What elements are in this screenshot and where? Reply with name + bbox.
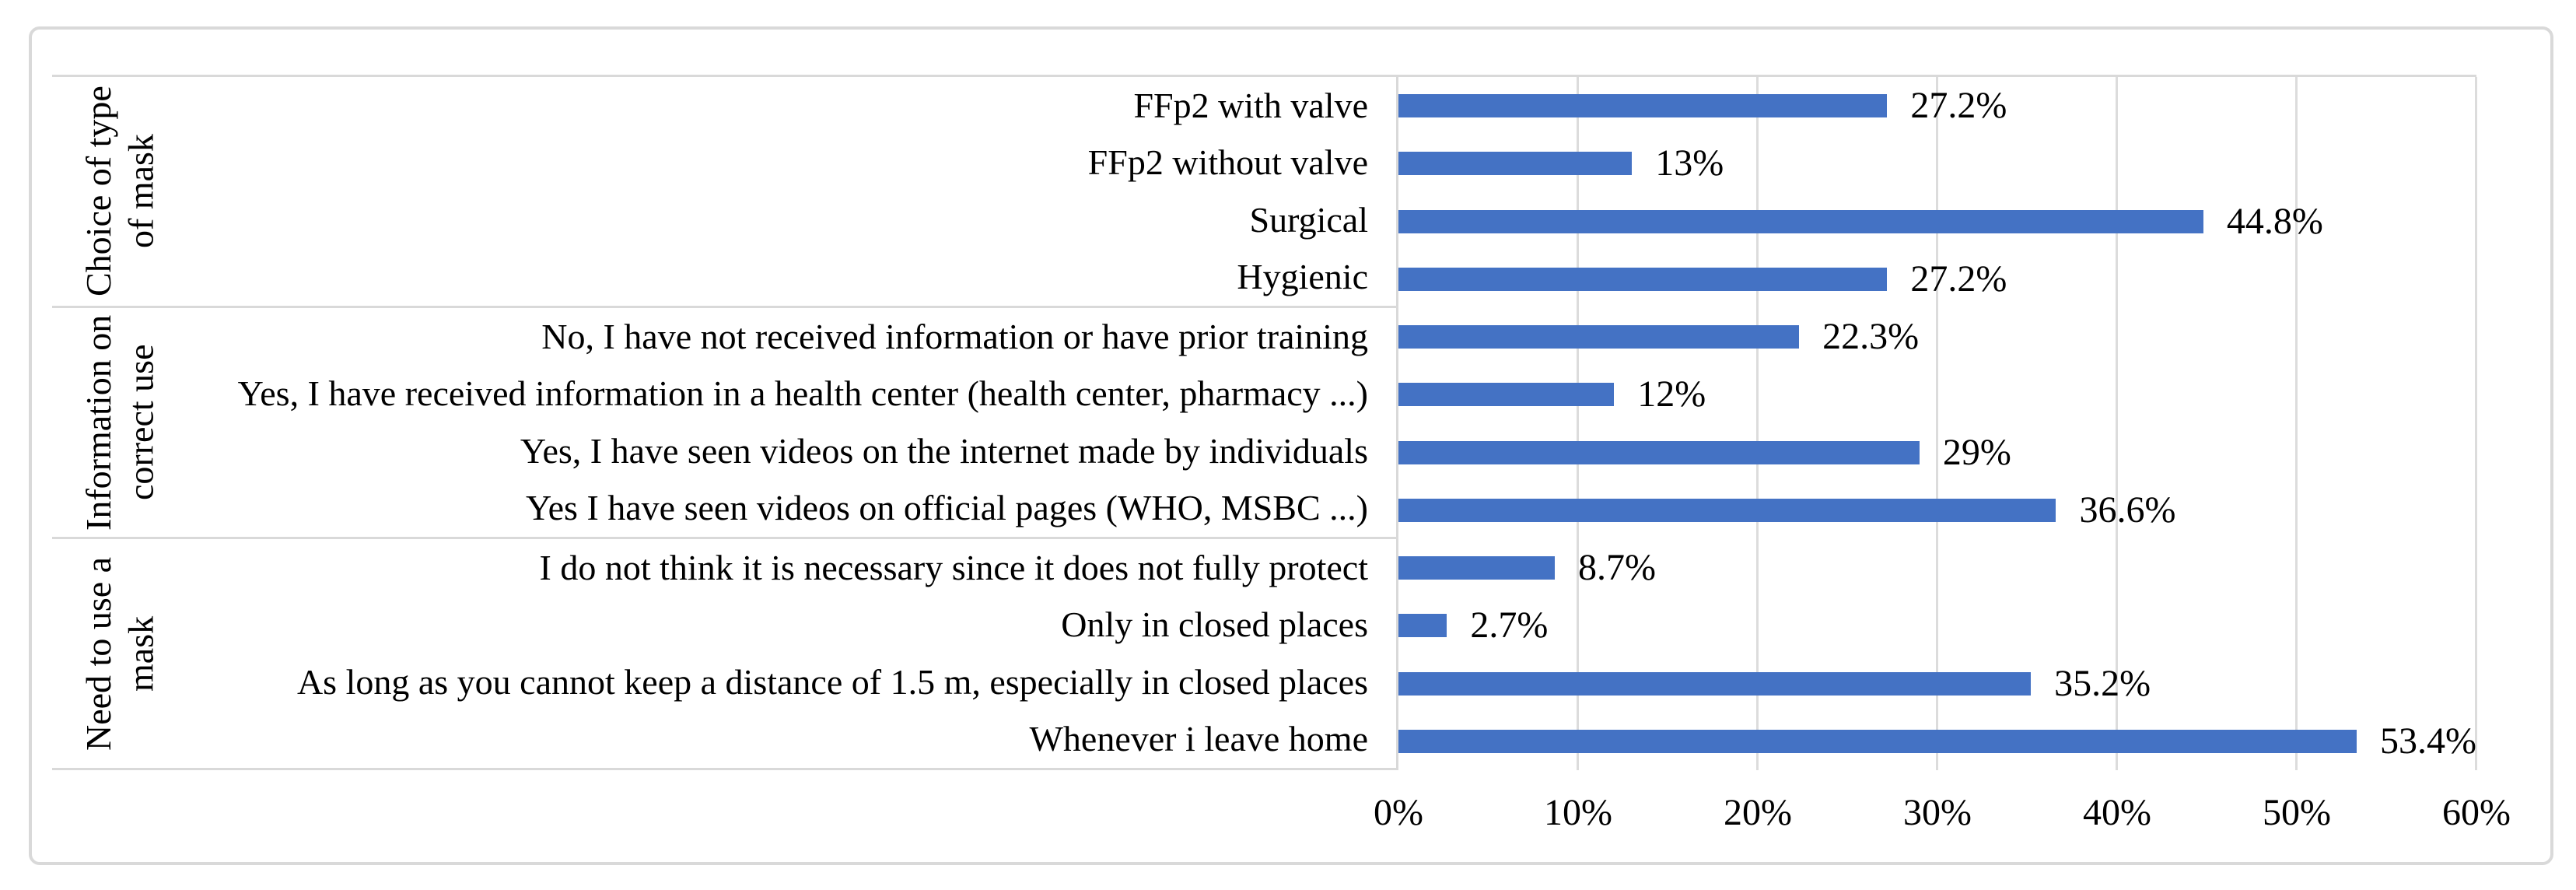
bar — [1398, 209, 2203, 233]
gridline — [2475, 77, 2477, 770]
gridline — [1936, 77, 1938, 770]
bar-row: 13% — [1398, 135, 2476, 192]
chart-frame: Choice of type of mask FFp2 with valve FFp… — [29, 26, 2553, 865]
data-label: 12% — [1637, 373, 1706, 415]
bar — [1398, 498, 2056, 522]
gridline — [2115, 77, 2118, 770]
x-axis-tick-label: 30% — [1903, 792, 1972, 833]
category-axis-label: As long as you cannot keep a distance of… — [188, 653, 1396, 711]
category-axis-label-text: Yes I have seen videos on official pages… — [526, 488, 1368, 528]
bar-row: 12% — [1398, 366, 2476, 423]
bar-row: 27.2% — [1398, 77, 2476, 135]
data-label: 35.2% — [2054, 662, 2151, 704]
category-axis-label: I do not think it is necessary since it … — [188, 539, 1396, 597]
bar — [1398, 94, 1888, 118]
group-title: Need to use a mask — [79, 556, 161, 751]
category-axis-label-text: Only in closed places — [1061, 604, 1368, 645]
data-label: 8.7% — [1577, 547, 1656, 589]
bar-row: 53.4% — [1398, 713, 2476, 770]
category-axis-label: Yes, I have seen videos on the internet … — [188, 422, 1396, 480]
bar-row: 22.3% — [1398, 308, 2476, 366]
category-label-area: Choice of type of mask FFp2 with valve FFp… — [52, 77, 1398, 770]
gridline — [1755, 77, 1759, 770]
data-label: 13% — [1655, 142, 1724, 184]
data-label: 36.6% — [2079, 489, 2176, 531]
x-axis-tick-label: 0% — [1374, 792, 1423, 833]
data-label: 2.7% — [1470, 604, 1549, 646]
category-axis-label-text: Surgical — [1249, 199, 1368, 240]
category-group: Need to use a mask I do not think it is n… — [52, 539, 1396, 768]
x-axis-tick-label: 50% — [2263, 792, 2331, 833]
category-axis-label: Yes, I have received information in a he… — [188, 366, 1396, 423]
bar — [1398, 383, 1615, 407]
bar — [1398, 671, 2032, 696]
category-axis-label-text: Yes, I have received information in a he… — [237, 373, 1368, 414]
data-label: 29% — [1942, 431, 2011, 473]
bar-row: 29% — [1398, 424, 2476, 482]
chart-axis-region: Choice of type of mask FFp2 with valve FFp… — [52, 75, 2477, 770]
category-axis-label: Only in closed places — [188, 597, 1396, 654]
category-axis-label-text: Yes, I have seen videos on the internet … — [520, 430, 1368, 471]
category-group: Choice of type of mask FFp2 with valve FFp… — [52, 77, 1396, 308]
category-axis-label-text: Whenever i leave home — [1029, 719, 1369, 759]
bar — [1398, 729, 2357, 753]
data-label: 44.8% — [2226, 200, 2323, 242]
category-axis-label-text: Hygienic — [1237, 257, 1368, 297]
bar — [1398, 614, 1447, 638]
data-label: 27.2% — [1910, 85, 2007, 127]
bar — [1398, 267, 1888, 291]
bar — [1398, 325, 1800, 349]
category-axis-label: FFp2 without valve — [188, 135, 1396, 192]
category-axis-label: No, I have not received information or h… — [188, 308, 1396, 366]
category-axis-label-text: FFp2 without valve — [1087, 142, 1368, 183]
category-axis-label-text: As long as you cannot keep a distance of… — [296, 661, 1368, 702]
bar — [1398, 440, 1920, 464]
data-label: 27.2% — [1910, 258, 2007, 300]
bar-row: 2.7% — [1398, 597, 2476, 654]
bar-row: 44.8% — [1398, 193, 2476, 251]
category-axis-label: Surgical — [188, 191, 1396, 249]
category-axis-label: Yes I have seen videos on official pages… — [188, 480, 1396, 538]
x-axis-tick-label: 40% — [2083, 792, 2151, 833]
category-axis-label: Whenever i leave home — [188, 711, 1396, 769]
gridline — [1576, 77, 1579, 770]
data-label: 22.3% — [1822, 316, 1920, 358]
x-axis-tick-label: 10% — [1544, 792, 1612, 833]
plot-area: 27.2% 13% 44.8% 27.2% 22.3% 12% 29% 36.6% 8.7% 2.… — [1398, 77, 2477, 770]
category-axis-label: FFp2 with valve — [188, 77, 1396, 135]
bar-row: 27.2% — [1398, 251, 2476, 308]
category-axis-label-text: FFp2 with valve — [1133, 85, 1368, 125]
group-title: Information on correct use — [79, 314, 161, 531]
bar-row: 8.7% — [1398, 539, 2476, 597]
x-axis-tick-label: 60% — [2442, 792, 2511, 833]
gridline — [2295, 77, 2298, 770]
group-title: Choice of type of mask — [79, 86, 161, 297]
category-axis-label-text: No, I have not received information or h… — [541, 316, 1368, 356]
data-label: 53.4% — [2380, 720, 2476, 762]
x-axis-tick-label: 20% — [1724, 792, 1792, 833]
category-axis-label: Hygienic — [188, 249, 1396, 307]
x-axis: 0% 10% 20% 30% 40% 50% 60% — [1374, 786, 2511, 840]
bar — [1398, 152, 1633, 176]
category-group: Information on correct use No, I have not… — [52, 308, 1396, 539]
bar-row: 36.6% — [1398, 482, 2476, 539]
bar — [1398, 556, 1555, 580]
category-axis-label-text: I do not think it is necessary since it … — [539, 547, 1368, 587]
bar-row: 35.2% — [1398, 655, 2476, 713]
